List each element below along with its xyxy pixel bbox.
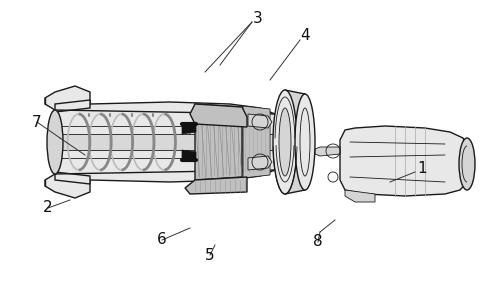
- Polygon shape: [45, 86, 90, 110]
- Polygon shape: [315, 147, 340, 156]
- Polygon shape: [182, 150, 196, 160]
- Polygon shape: [55, 134, 275, 150]
- Ellipse shape: [295, 94, 315, 190]
- Text: 5: 5: [205, 247, 215, 262]
- Ellipse shape: [273, 90, 297, 194]
- Polygon shape: [55, 100, 90, 112]
- Ellipse shape: [300, 108, 310, 176]
- Text: 6: 6: [157, 233, 167, 247]
- Polygon shape: [55, 172, 90, 184]
- Polygon shape: [248, 156, 272, 170]
- Polygon shape: [345, 190, 375, 202]
- Polygon shape: [195, 104, 242, 180]
- Ellipse shape: [189, 126, 201, 158]
- Text: 3: 3: [253, 11, 263, 26]
- Text: 1: 1: [417, 160, 427, 176]
- Polygon shape: [45, 174, 90, 198]
- Ellipse shape: [47, 110, 63, 174]
- Text: 8: 8: [313, 235, 323, 250]
- Polygon shape: [248, 114, 272, 128]
- Text: 4: 4: [300, 28, 310, 43]
- Text: 2: 2: [43, 201, 53, 216]
- Polygon shape: [190, 104, 247, 127]
- Polygon shape: [185, 177, 247, 194]
- Text: 7: 7: [32, 114, 42, 130]
- Polygon shape: [55, 102, 275, 182]
- Polygon shape: [340, 126, 467, 196]
- Ellipse shape: [459, 138, 475, 190]
- Ellipse shape: [279, 108, 291, 176]
- Polygon shape: [182, 124, 196, 134]
- Polygon shape: [243, 106, 270, 178]
- Polygon shape: [285, 90, 305, 194]
